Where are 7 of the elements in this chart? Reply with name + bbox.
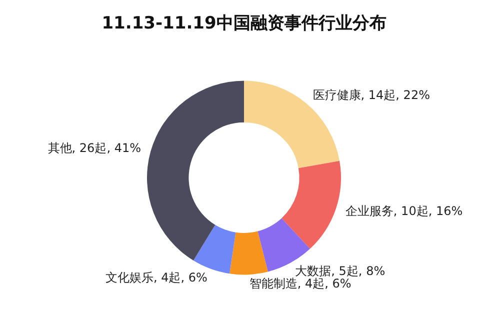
slice-label: 文化娱乐, 4起, 6% xyxy=(105,270,208,284)
slice-label: 企业服务, 10起, 16% xyxy=(345,204,463,218)
slice-label: 智能制造, 4起, 6% xyxy=(249,276,352,291)
slice-label: 大数据, 5起, 8% xyxy=(295,264,386,278)
slice-label: 其他, 26起, 41% xyxy=(48,140,141,155)
slice-label: 医疗健康, 14起, 22% xyxy=(312,88,430,102)
chart-title: 11.13-11.19中国融资事件行业分布 xyxy=(102,14,386,34)
